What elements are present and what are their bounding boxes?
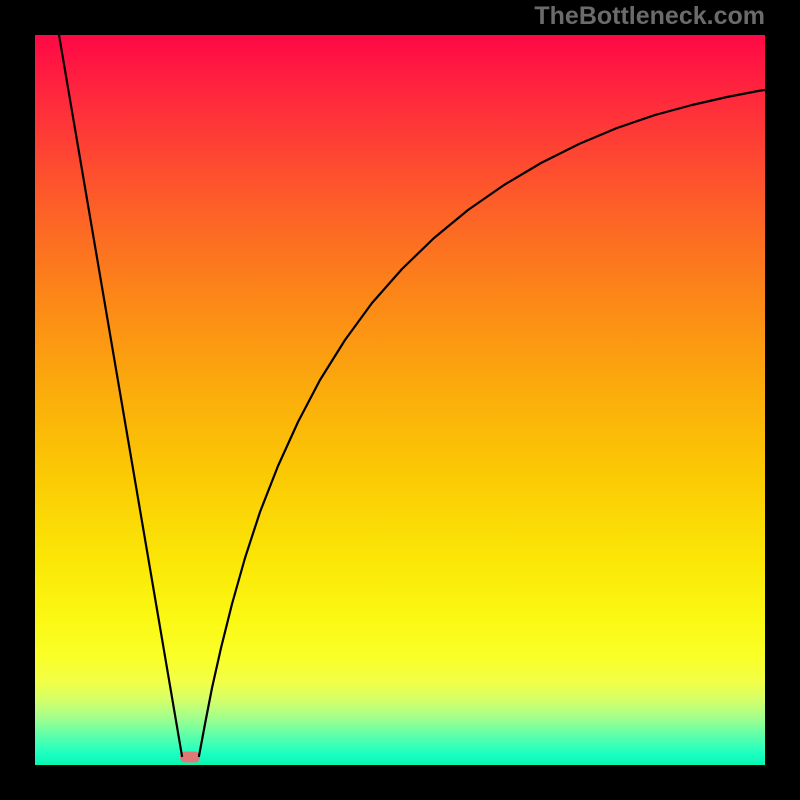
- bottleneck-curve: [199, 90, 765, 756]
- curve-overlay: [0, 0, 800, 800]
- bottleneck-marker: [180, 752, 200, 763]
- bottleneck-curve: [59, 35, 182, 756]
- chart-container: TheBottleneck.com: [0, 0, 800, 800]
- watermark-text: TheBottleneck.com: [534, 2, 765, 31]
